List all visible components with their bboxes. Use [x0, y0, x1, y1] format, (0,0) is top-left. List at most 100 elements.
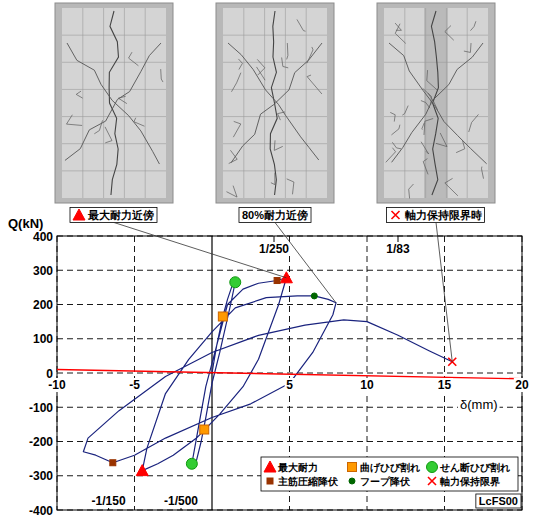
- photo-crack: [231, 43, 322, 163]
- callout-box: [387, 208, 485, 223]
- photo-crack: [391, 125, 399, 135]
- photo-crack: [395, 24, 406, 44]
- drift-label: -1/500: [164, 494, 198, 508]
- photo-crack: [422, 123, 424, 130]
- x-tick-label: 5: [286, 378, 293, 392]
- photo-grid: [62, 62, 166, 63]
- label-patch: [458, 397, 500, 412]
- drift-label: 1/250: [259, 242, 289, 256]
- x-tick-label: -5: [129, 378, 140, 392]
- photo-grid: [384, 35, 488, 36]
- photo-crack: [386, 148, 396, 163]
- photo-crack: [423, 159, 428, 175]
- photo-crack: [424, 119, 433, 135]
- photo-crack: [469, 114, 479, 132]
- photo-crack: [287, 179, 294, 194]
- photo-crack: [427, 70, 437, 90]
- photo-grid: [223, 116, 327, 117]
- drift-label: -1/150: [92, 494, 126, 508]
- label-patch: [359, 378, 376, 392]
- legend-box: [261, 457, 518, 491]
- photo-crack: [109, 11, 118, 195]
- label-patch: [436, 378, 453, 392]
- photo-bg: [377, 3, 495, 203]
- plot-area: [57, 272, 522, 476]
- photo-crack: [229, 150, 237, 163]
- legend-label: 主筋圧縮降伏: [277, 476, 339, 487]
- callout-marker: [73, 209, 85, 220]
- photo-crack: [278, 112, 285, 120]
- photo-grid: [467, 8, 468, 198]
- label-patch: [257, 242, 290, 256]
- leader-line: [114, 223, 286, 278]
- photo-crack: [233, 121, 240, 137]
- photo-grid: [384, 62, 488, 63]
- photo-crack: [409, 184, 414, 198]
- label-patch: [128, 378, 142, 392]
- x-axis-title: δ(mm): [460, 397, 498, 412]
- event-marker: [186, 458, 197, 469]
- id-box: [476, 494, 521, 508]
- photo-crack: [402, 106, 408, 116]
- photo-grid: [62, 143, 166, 144]
- legend-marker: [349, 478, 355, 484]
- label-patch: [90, 494, 127, 508]
- x-tick-label: -10: [48, 378, 66, 392]
- legend-marker: [348, 463, 357, 472]
- photo-grid: [62, 170, 166, 171]
- grid: [57, 236, 522, 510]
- callout-text: 最大耐力近傍: [87, 209, 154, 221]
- photo-crack: [436, 133, 447, 147]
- callout-text: 軸力保持限界時: [404, 209, 482, 221]
- photo-grid: [62, 116, 166, 117]
- x-tick-label: 15: [438, 378, 452, 392]
- photo-crack: [456, 141, 465, 153]
- y-tick-label: 200: [33, 298, 53, 312]
- x-grid: [134, 236, 135, 510]
- photo-grid: [145, 8, 146, 198]
- photo-crack: [231, 73, 240, 92]
- event-marker: [200, 425, 209, 434]
- event-marker: [274, 278, 280, 284]
- callout: 80%耐力近傍: [239, 208, 311, 223]
- event-marker: [110, 460, 116, 466]
- photo-grid: [82, 8, 83, 198]
- photo-crack: [105, 127, 112, 143]
- legend-marker: [264, 461, 276, 472]
- y-tick-label: 300: [33, 264, 53, 278]
- photo-crack: [423, 88, 432, 104]
- legend-marker: [267, 478, 273, 484]
- photo-crack: [481, 167, 483, 179]
- id-label: LcFS00: [479, 495, 518, 507]
- legend-label: 曲げひび割れ: [360, 462, 420, 474]
- photo-crack: [66, 115, 82, 126]
- photo-crack: [390, 112, 395, 121]
- event-marker: [136, 465, 148, 476]
- specimen-photo: [55, 3, 173, 203]
- leader-line: [436, 223, 452, 362]
- photo-crack: [257, 59, 265, 75]
- photo-crack: [65, 43, 161, 160]
- photo-specimen: [62, 8, 166, 198]
- photo-crack: [271, 173, 275, 185]
- y-tick-label: 100: [33, 332, 53, 346]
- photo-crack: [307, 47, 313, 63]
- legend-marker: [428, 477, 436, 485]
- photo-crack: [270, 11, 277, 195]
- photo-crack: [428, 93, 438, 110]
- photo-crack: [445, 178, 458, 195]
- photo-grid: [306, 8, 307, 198]
- y-tick-label: 400: [33, 230, 53, 244]
- event-marker: [280, 272, 292, 283]
- callout-box: [239, 208, 311, 223]
- photo-crack: [274, 140, 282, 150]
- photo-crack: [392, 142, 401, 148]
- label-patch: [285, 378, 295, 392]
- photo-crack: [238, 59, 242, 70]
- photo-grid: [384, 116, 488, 117]
- legend-label: フープ降伏: [360, 476, 411, 487]
- photo-grid: [124, 8, 125, 198]
- photo-crack: [307, 75, 322, 94]
- photo-crack: [392, 43, 483, 162]
- event-marker: [230, 277, 241, 288]
